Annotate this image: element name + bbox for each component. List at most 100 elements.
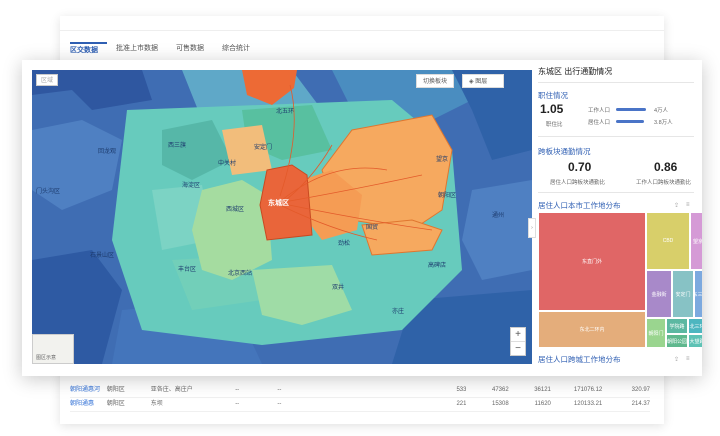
layer-button[interactable]: ◈ 图层 [462,74,504,88]
zoom-in-button[interactable]: + [511,328,525,342]
worker-commute-ratio: 0.86 [654,160,678,174]
treemap-cell[interactable]: 东直门外 [538,212,646,311]
job-housing-title: 职住情况 [538,91,568,100]
treemap-cell[interactable]: 大望路 [688,334,702,348]
treemap-cell[interactable]: 金融街 [646,270,672,318]
commute-title: 跨板块通勤情况 [538,147,591,156]
data-table: 朝阳通惠河 朝阳区 亚各庄、高庄户 -- -- 533 47362 36121 … [70,384,650,412]
zoom-control: + − [510,327,526,356]
table-cell[interactable]: 朝阳通惠河 [70,387,101,393]
map-label-haidian: 海淀区 [182,183,201,189]
tab-available-data[interactable]: 可售数据 [176,45,204,52]
table-cell[interactable]: 朝阳通惠 [70,401,95,407]
treemap-cell[interactable]: 朝阳门 [646,318,666,348]
treemap-cell[interactable]: 安定门 [672,270,694,318]
table-cell: 214.37 [631,401,650,407]
map-label-huilongguan: 回龙观 [98,149,117,155]
table-cell: 320.97 [631,387,650,393]
treemap-cell[interactable]: 东三环 [694,270,702,318]
treemap-cell[interactable]: 北三环 [688,318,702,334]
map-label-beijing-west: 北京西站 [228,271,253,277]
export-icon[interactable]: ⇪ [674,357,680,363]
map-label-wangjing: 望京 [436,157,449,163]
work-population-value: 4万人 [654,108,669,114]
map-label-andingmen: 安定门 [254,145,273,151]
minimap-label: 图区示意 [36,355,57,361]
table-cell: 11620 [534,401,551,407]
tab-transaction-data[interactable]: 区交数据 [70,42,107,58]
table-cell: -- [277,401,282,407]
zoom-out-button[interactable]: − [515,343,521,354]
map-label-tongzhou: 通州 [492,213,505,219]
map-label-jinsong: 劲松 [338,241,351,247]
job-housing-ratio-label: 职住比 [546,122,563,128]
divider [538,136,694,137]
table-cell: 47362 [491,387,509,393]
table-cell: -- [235,387,240,393]
treemap-cell[interactable]: 望京 [690,212,702,270]
map-label-zhongguancun: 中关村 [218,161,237,167]
divider [538,192,694,193]
table-cell: -- [277,387,282,393]
table-cell: 15308 [491,401,509,407]
table-cell: 朝阳区 [106,401,125,407]
side-panel: 东城区 出行通勤情况 职住情况 1.05 职住比 工作人口 4万人 居住人口 3… [536,60,702,376]
map-label-gaobeidian: 高碑店 [428,263,447,269]
work-population-bar [616,108,646,111]
table-cell: 221 [456,401,467,407]
treemap-cell[interactable]: 学院路 [666,318,688,334]
layer-button-label: 图层 [475,79,488,85]
choropleth-map[interactable] [32,70,532,364]
table-cell: 东坝 [150,401,163,407]
settings-icon[interactable]: ≡ [686,202,690,208]
map-mode-toggle[interactable]: 区域 [36,74,59,86]
collapse-panel-handle[interactable]: › [528,218,536,238]
table-cell: 120133.21 [573,401,603,407]
tab-approved-data[interactable]: 批准上市数据 [116,45,158,52]
export-icon[interactable]: ⇪ [674,203,680,209]
job-housing-ratio: 1.05 [540,102,564,116]
local-work-distribution-title: 居住人口本市工作地分布 [538,201,621,210]
settings-icon[interactable]: ≡ [686,356,690,362]
table-row[interactable]: 朝阳通惠 朝阳区 东坝 -- -- 221 15308 11620 120133… [70,398,650,412]
table-cell: 36121 [534,387,551,393]
switch-block-button[interactable]: 切换板块 [416,74,455,88]
table-cell: 533 [456,387,467,393]
district-map[interactable]: 区域 切换板块 ◈ 图层 门头沟区 石景山区 丰台区 海淀区 东城区 西城区 朝… [32,70,532,364]
map-label-changping: 北五环 [276,109,295,115]
table-row[interactable]: 朝阳通惠河 朝阳区 亚各庄、高庄户 -- -- 533 47362 36121 … [70,384,650,398]
intercity-work-distribution-title: 居住人口跨城工作地分布 [538,355,621,364]
map-label-shijingshan: 石景山区 [90,253,115,259]
treemap-cell[interactable]: CBD [646,212,690,270]
map-label-yizhuang: 亦庄 [392,309,405,315]
work-distribution-treemap: 东直门外 CBD 望京 东北二环内 金融街 安定门 东三环 朝阳门 学院路 朝阳… [538,212,702,348]
worker-commute-label: 工作人口跨板块通勤比 [636,180,692,186]
tab-summary-stats[interactable]: 综合统计 [222,45,250,52]
live-population-value: 3.8万人 [654,120,673,126]
table-cell: 朝阳区 [106,387,125,393]
live-population-bar [616,120,644,123]
tab-bar: 区交数据 批准上市数据 可售数据 综合统计 [70,42,259,58]
map-label-chaoyang: 朝阳区 [438,193,457,199]
map-label-xisanqi: 西三旗 [168,143,187,149]
map-label-guomao: 国贸 [366,225,379,231]
treemap-cell[interactable]: 东北二环内 [538,311,646,348]
map-label-fengtai: 丰台区 [178,267,197,273]
resident-commute-ratio: 0.70 [568,160,592,174]
map-label-xicheng: 西城区 [226,207,245,213]
layers-icon: ◈ [469,79,474,85]
resident-commute-label: 居住人口跨板块通勤比 [550,180,606,186]
panel-title: 东城区 出行通勤情况 [538,67,613,76]
map-label-shuangjing: 双井 [332,285,345,291]
divider [60,30,664,31]
table-cell: 171076.12 [573,387,603,393]
minimap[interactable]: 图区示意 [32,334,74,364]
live-population-label: 居住人口 [588,120,611,126]
work-population-label: 工作人口 [588,108,611,114]
table-cell: 亚各庄、高庄户 [150,387,193,393]
treemap-cell[interactable]: 朝阳公园 [666,334,688,348]
map-label-mentougou: 门头沟区 [36,189,61,195]
map-label-dongcheng: 东城区 [268,200,289,207]
divider [538,82,694,83]
commute-analysis-window: 区域 切换板块 ◈ 图层 门头沟区 石景山区 丰台区 海淀区 东城区 西城区 朝… [22,60,702,376]
